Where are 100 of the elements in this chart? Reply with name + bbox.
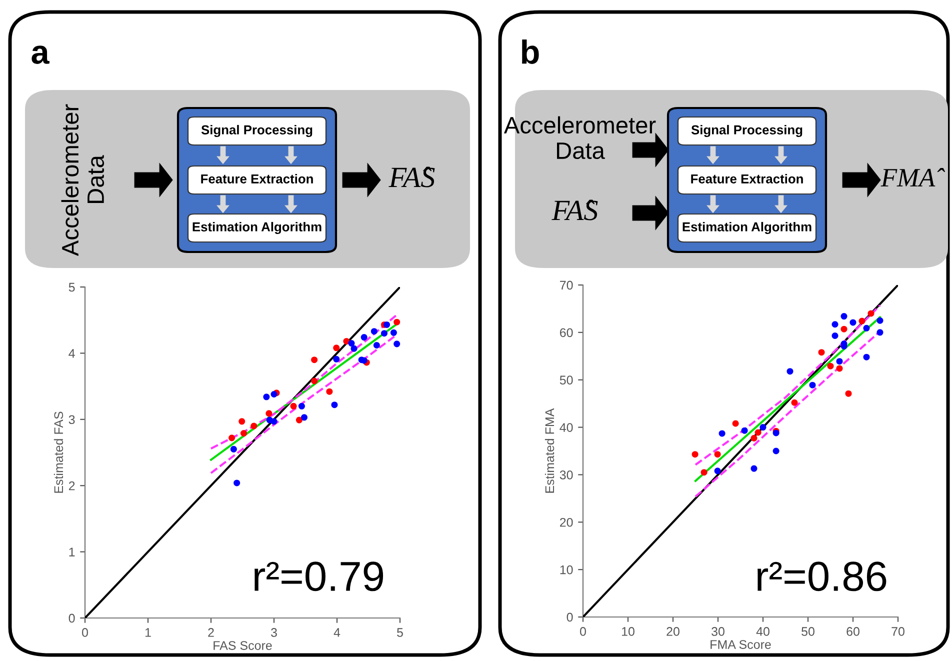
point bbox=[850, 319, 856, 326]
point bbox=[311, 378, 318, 384]
point bbox=[270, 390, 278, 398]
text: Feature Extraction bbox=[691, 174, 803, 184]
point bbox=[234, 480, 240, 486]
point bbox=[827, 362, 834, 370]
point bbox=[380, 330, 388, 337]
point bbox=[300, 414, 308, 421]
y-axis-title: Estimated FMA bbox=[544, 408, 554, 493]
point bbox=[333, 344, 340, 352]
point bbox=[760, 424, 766, 431]
y-tick-label: 0 bbox=[68, 614, 75, 623]
text: Feature Extraction bbox=[201, 174, 313, 184]
point bbox=[373, 342, 380, 349]
text: Accelerometer Data bbox=[61, 104, 104, 256]
point bbox=[750, 434, 758, 442]
point bbox=[832, 332, 838, 340]
y-axis-title: Estimated FAS bbox=[54, 412, 64, 493]
point bbox=[700, 469, 708, 476]
point bbox=[786, 368, 794, 375]
point bbox=[863, 354, 870, 360]
point bbox=[266, 410, 272, 417]
point bbox=[230, 446, 237, 452]
point bbox=[270, 418, 278, 425]
text: FÂS bbox=[552, 200, 598, 220]
text: FMÂ bbox=[880, 168, 945, 186]
point bbox=[384, 321, 390, 328]
point bbox=[290, 402, 297, 410]
point bbox=[791, 399, 798, 406]
point bbox=[360, 334, 368, 341]
annotation: r²=0.79 bbox=[254, 562, 384, 592]
line-series bbox=[694, 304, 882, 466]
x-tick-label: 0 bbox=[580, 627, 586, 636]
text: Accelerometer Data bbox=[504, 116, 656, 160]
point bbox=[836, 365, 843, 372]
point bbox=[741, 427, 748, 434]
x-axis-title: FAS Score bbox=[214, 641, 272, 650]
y-tick-label: 3 bbox=[68, 415, 75, 424]
point bbox=[754, 429, 762, 436]
text: Signal Processing bbox=[691, 124, 802, 138]
text: b bbox=[522, 39, 539, 64]
x-tick-label: 40 bbox=[756, 627, 770, 636]
x-tick-label: 3 bbox=[271, 628, 277, 637]
point bbox=[863, 324, 870, 332]
point bbox=[836, 358, 843, 365]
x-tick-label: 4 bbox=[334, 628, 340, 637]
text: Estimation Algorithm bbox=[682, 222, 812, 234]
x-tick-label: 20 bbox=[666, 627, 680, 636]
point bbox=[263, 394, 270, 400]
y-tick-label: 50 bbox=[560, 376, 573, 385]
point bbox=[311, 356, 318, 364]
point bbox=[394, 340, 400, 348]
point bbox=[714, 451, 721, 458]
point bbox=[370, 328, 378, 335]
point bbox=[845, 390, 852, 397]
y-tick-label: 2 bbox=[68, 481, 75, 490]
x-axis-title: FMA Score bbox=[710, 640, 771, 649]
x-tick-label: 70 bbox=[892, 627, 904, 636]
point bbox=[350, 345, 358, 352]
x-tick-label: 10 bbox=[622, 627, 634, 636]
y-tick-label: 4 bbox=[68, 349, 75, 358]
x-tick-label: 0 bbox=[82, 628, 88, 637]
point bbox=[390, 329, 397, 336]
point bbox=[394, 318, 400, 326]
x-tick-label: 1 bbox=[145, 628, 151, 637]
text: a bbox=[32, 46, 50, 64]
x-tick-label: 2 bbox=[208, 628, 214, 637]
point bbox=[718, 430, 726, 437]
text: Signal Processing bbox=[201, 124, 312, 138]
y-tick-label: 10 bbox=[560, 565, 573, 574]
annotation: r²=0.86 bbox=[758, 562, 886, 592]
y-tick-label: 70 bbox=[560, 280, 573, 290]
point bbox=[238, 418, 246, 425]
y-tick-label: 5 bbox=[68, 282, 75, 292]
x-tick-label: 5 bbox=[397, 628, 403, 637]
x-tick-label: 30 bbox=[712, 627, 724, 636]
point bbox=[331, 402, 338, 408]
point bbox=[858, 318, 866, 324]
point bbox=[348, 340, 355, 347]
point bbox=[818, 349, 825, 356]
point bbox=[750, 465, 758, 472]
point bbox=[772, 448, 780, 454]
point bbox=[832, 321, 838, 328]
y-tick-label: 60 bbox=[560, 328, 573, 338]
point bbox=[298, 402, 305, 410]
point bbox=[876, 329, 884, 336]
y-tick-label: 1 bbox=[69, 548, 75, 556]
text: FÂS bbox=[388, 166, 435, 188]
y-tick-label: 40 bbox=[560, 423, 573, 432]
point bbox=[333, 356, 340, 362]
y-tick-label: 0 bbox=[566, 612, 573, 622]
point bbox=[868, 310, 874, 317]
y-tick-label: 30 bbox=[560, 470, 573, 480]
point bbox=[714, 468, 721, 474]
point bbox=[809, 382, 816, 388]
point bbox=[732, 420, 739, 427]
point bbox=[840, 326, 848, 332]
point bbox=[240, 430, 248, 437]
point bbox=[876, 317, 884, 324]
point bbox=[326, 388, 333, 395]
